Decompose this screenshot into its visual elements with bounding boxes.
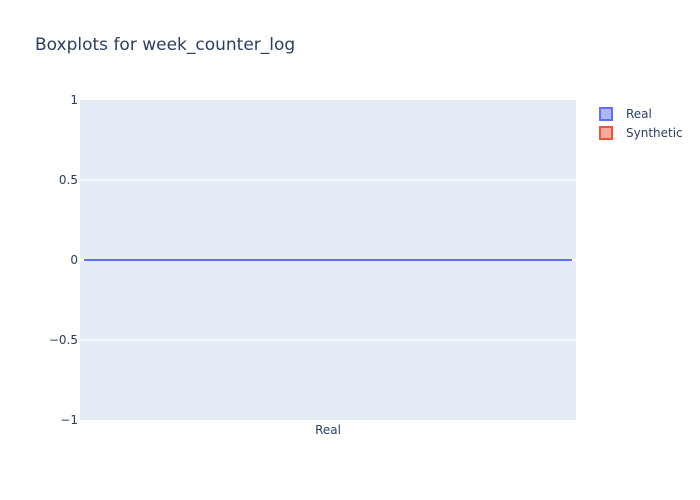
y-tick-label: −0.5 <box>49 333 78 347</box>
chart-title: Boxplots for week_counter_log <box>35 35 295 55</box>
legend-label: Synthetic <box>626 126 683 140</box>
legend-label: Real <box>626 107 652 121</box>
legend-swatch <box>599 107 613 121</box>
y-tick-label: 0 <box>70 253 78 267</box>
legend-swatch <box>599 126 613 140</box>
y-axis-ticks: 1 0.5 0 −0.5 −1 <box>49 93 78 427</box>
legend-item-synthetic[interactable]: Synthetic <box>599 126 683 140</box>
y-tick-label: 1 <box>70 93 78 107</box>
legend[interactable]: Real Synthetic <box>599 107 683 140</box>
x-axis-ticks: Real <box>315 423 341 437</box>
y-tick-label: −1 <box>60 413 78 427</box>
y-tick-label: 0.5 <box>59 173 78 187</box>
legend-item-real[interactable]: Real <box>599 107 652 121</box>
x-tick-label: Real <box>315 423 341 437</box>
